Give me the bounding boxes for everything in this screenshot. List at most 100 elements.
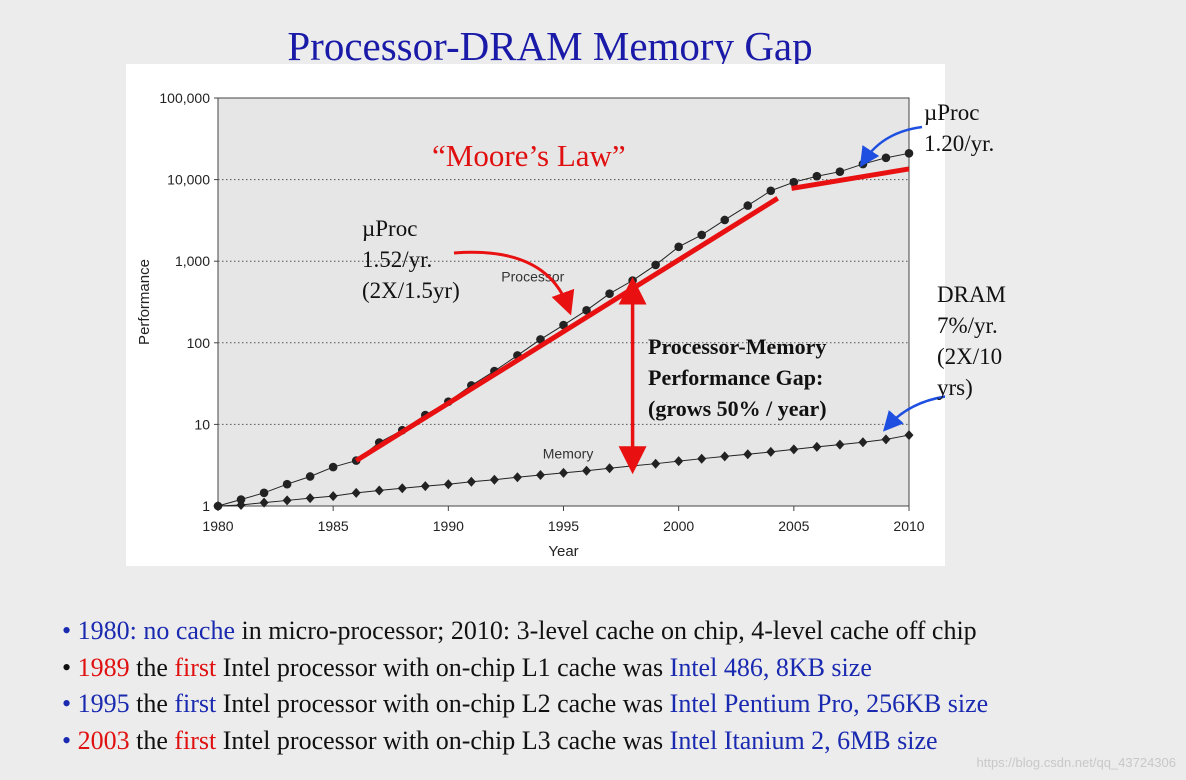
bullet-text-run: Intel processor with on-chip L2 cache wa… [216, 689, 670, 718]
y-tick-label: 100 [187, 335, 211, 351]
moore-trend-line-early [354, 196, 780, 463]
processor-data-point [605, 289, 614, 298]
bullet-item: • 1989 the first Intel processor with on… [62, 650, 988, 687]
bullet-text-run: • [62, 725, 78, 755]
bullet-text-run: • 1980: no cache [62, 616, 235, 645]
processor-data-point [536, 335, 545, 344]
memory-data-point [651, 458, 661, 469]
proc-early-line-3: (2X/1.5yr) [362, 278, 460, 303]
y-tick-label: 1 [202, 498, 210, 514]
processor-data-point [881, 153, 891, 163]
memory-data-point [904, 430, 914, 441]
series-label-processor: Processor [501, 268, 564, 284]
x-tick-label: 2010 [893, 518, 924, 534]
bullet-text-run: • [62, 652, 78, 682]
processor-data-point [328, 462, 338, 472]
memory-data-point [328, 491, 338, 502]
dram-arrow [883, 395, 945, 432]
x-tick-label: 1980 [202, 518, 233, 534]
bullet-text-run: 1989 [77, 652, 130, 682]
memory-data-point [397, 483, 407, 494]
processor-data-point [282, 479, 292, 489]
slide-title: Processor-DRAM Memory Gap [287, 23, 813, 69]
processor-data-point [651, 260, 660, 270]
dram-line-4: yrs) [937, 375, 973, 400]
processor-data-point [259, 488, 269, 498]
x-tick-label: 1990 [433, 518, 464, 534]
memory-data-point [420, 481, 430, 492]
proc-early-callout: µProc 1.52/yr. (2X/1.5yr) [362, 213, 460, 306]
bullet-text-run: Intel 486, 8KB size [669, 652, 872, 682]
y-tick-label: 10 [194, 416, 210, 432]
processor-data-point [835, 167, 845, 176]
bullet-text-run: first [174, 652, 217, 682]
bullet-item: • 1980: no cache in micro-processor; 201… [62, 613, 988, 650]
memory-data-point [743, 449, 753, 460]
watermark: https://blog.csdn.net/qq_43724306 [976, 755, 1177, 770]
bullet-text-run: Intel Itanium 2, 6MB size [669, 725, 938, 755]
bullet-text-run: the [129, 725, 175, 755]
proc-early-line-2: 1.52/yr. [362, 247, 433, 272]
bullet-text-run: the [129, 652, 175, 682]
x-tick-label: 2005 [778, 518, 809, 534]
memory-data-point [835, 439, 845, 450]
processor-data-point [858, 159, 868, 169]
memory-data-point [720, 451, 730, 462]
processor-data-point [720, 215, 730, 225]
proc-late-line-1: µProc [924, 100, 980, 125]
bullet-item: • 1995 the first Intel processor with on… [62, 686, 988, 723]
dram-callout: DRAM 7%/yr. (2X/10 yrs) [937, 279, 1006, 403]
processor-data-point [628, 276, 637, 285]
memory-data-point [305, 493, 315, 504]
processor-data-point [582, 306, 591, 315]
bullet-text-run: Intel processor with on-chip L1 cache wa… [216, 652, 670, 682]
memory-data-point [489, 474, 499, 485]
memory-data-point [374, 485, 384, 496]
processor-data-point [743, 201, 753, 210]
bullet-text-run: first [174, 725, 217, 755]
memory-data-point [858, 437, 868, 448]
dram-line-2: 7%/yr. [937, 313, 998, 338]
gap-callout: Processor-Memory Performance Gap: (grows… [648, 331, 827, 424]
chart-panel: 1 10 100 1,000 10,000 100,000 1980 1985 1990 1995… [126, 64, 945, 566]
gap-line-1: Processor-Memory [648, 334, 827, 359]
memory-data-point [582, 465, 592, 476]
processor-data-point [697, 230, 706, 240]
memory-data-point [881, 434, 891, 445]
moores-law-label: “Moore’s Law” [432, 138, 626, 173]
bullet-text-run: in micro-processor; 2010: 3-level cache … [235, 616, 977, 645]
moore-trend-line-late [791, 166, 910, 191]
bullet-text-run: the [129, 689, 175, 718]
memory-data-point [674, 456, 684, 467]
bullet-text-run: • 1995 [62, 689, 130, 718]
dram-line-3: (2X/10 [937, 344, 1003, 369]
proc-late-arrow [859, 125, 923, 168]
memory-data-point [789, 444, 799, 455]
processor-data-point [766, 186, 776, 196]
memory-data-point [236, 499, 246, 510]
bullet-item: • 2003 the first Intel processor with on… [62, 723, 988, 760]
bullet-text-run: Intel Pentium Pro, 256KB size [669, 689, 989, 718]
processor-data-point [559, 320, 568, 330]
proc-early-line-1: µProc [362, 216, 418, 241]
memory-data-point [512, 472, 522, 483]
x-axis-label: Year [548, 543, 578, 560]
memory-data-point [766, 446, 776, 457]
memory-data-point [443, 479, 453, 490]
x-tick-label: 2000 [663, 518, 694, 534]
y-tick-label: 1,000 [175, 253, 210, 269]
gap-line-3: (grows 50% / year) [648, 396, 827, 421]
memory-data-point [213, 501, 223, 511]
x-tick-label: 1985 [318, 518, 349, 534]
memory-data-point [812, 441, 822, 452]
dram-line-1: DRAM [937, 282, 1007, 307]
proc-late-callout: µProc 1.20/yr. [924, 97, 994, 159]
processor-data-point [812, 171, 822, 181]
bullet-text-run: Intel processor with on-chip L3 cache wa… [216, 725, 670, 755]
memory-data-point [559, 467, 568, 478]
memory-data-point [282, 495, 292, 506]
gap-line-2: Performance Gap: [648, 365, 824, 390]
memory-data-point [259, 497, 269, 508]
memory-data-point [351, 487, 361, 498]
memory-data-point [466, 476, 476, 487]
